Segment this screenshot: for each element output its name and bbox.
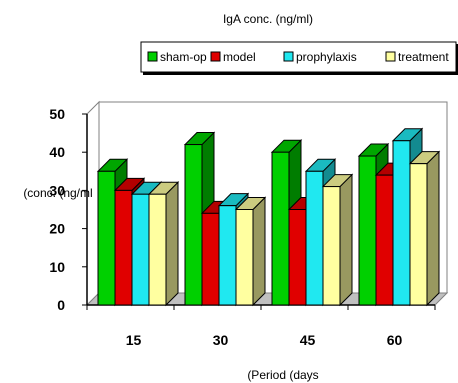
y-tick-label: 0 <box>57 297 65 313</box>
y-axis-ticks: 0 10 20 30 40 50 <box>49 106 87 313</box>
bar-front-face <box>271 151 290 306</box>
x-tick-label: 45 <box>300 332 316 348</box>
bar-treatment-30 <box>234 196 267 307</box>
plot-side-wall <box>86 100 100 307</box>
y-tick-label: 30 <box>49 182 65 198</box>
legend-swatch <box>385 51 396 62</box>
chart-title: IgA conc. (ng/ml) <box>223 12 313 26</box>
bar-front-face <box>305 170 324 306</box>
legend-label: model <box>223 50 256 64</box>
legend-swatch <box>283 51 294 62</box>
legend-frame <box>140 41 457 73</box>
y-axis-label: (conc. (ng/ml <box>23 186 92 200</box>
bar-front-face <box>114 189 133 306</box>
x-tick-label: 30 <box>213 332 229 348</box>
legend-item-sham-op: sham-op <box>147 50 207 64</box>
bar-front-face <box>322 186 341 306</box>
legend-frame-shadow-side <box>456 44 458 75</box>
legend-item-treatment: treatment <box>385 50 449 64</box>
legend-item-prophylaxis: prophylaxis <box>283 50 357 64</box>
bar-side-face <box>165 181 179 307</box>
bar-treatment-15 <box>147 181 180 307</box>
legend-swatch <box>210 51 221 62</box>
bar-front-face <box>358 155 377 306</box>
x-tick-label: 60 <box>387 332 403 348</box>
y-tick-label: 20 <box>49 221 65 237</box>
plot-area: 0 10 20 30 40 50 15 30 45 60 <box>49 100 449 348</box>
x-tick-label: 15 <box>126 332 142 348</box>
y-tick-label: 10 <box>49 259 65 275</box>
bars <box>96 127 441 307</box>
legend-label: sham-op <box>160 50 207 64</box>
legend-label: treatment <box>398 50 449 64</box>
bar-treatment-60 <box>408 150 441 307</box>
bar-front-face <box>288 209 307 306</box>
bar-front-face <box>409 163 428 306</box>
bar-front-face <box>375 174 394 306</box>
bar-front-face <box>148 193 167 306</box>
bar-front-face <box>235 209 254 306</box>
x-axis-ticks: 15 30 45 60 <box>86 305 436 348</box>
bar-front-face <box>97 170 116 306</box>
legend-items: sham-op model prophylaxis treatment <box>147 50 449 64</box>
y-tick-label: 40 <box>49 144 65 160</box>
bar-front-face <box>184 144 203 306</box>
y-tick-label: 50 <box>49 106 65 122</box>
bar-front-face <box>392 140 411 306</box>
bar-side-face <box>426 150 440 307</box>
bar-front-face <box>131 193 150 306</box>
legend-item-model: model <box>210 50 256 64</box>
legend-swatch <box>147 51 158 62</box>
bar-treatment-45 <box>321 173 354 307</box>
legend-frame-shadow <box>143 72 458 75</box>
bar-side-face <box>339 173 353 307</box>
legend-label: prophylaxis <box>296 50 357 64</box>
bar-front-face <box>218 205 237 306</box>
bar-side-face <box>252 196 266 307</box>
bar-front-face <box>201 212 220 306</box>
legend: sham-op model prophylaxis treatment <box>140 41 458 75</box>
x-axis-label: (Period (days <box>247 368 318 382</box>
